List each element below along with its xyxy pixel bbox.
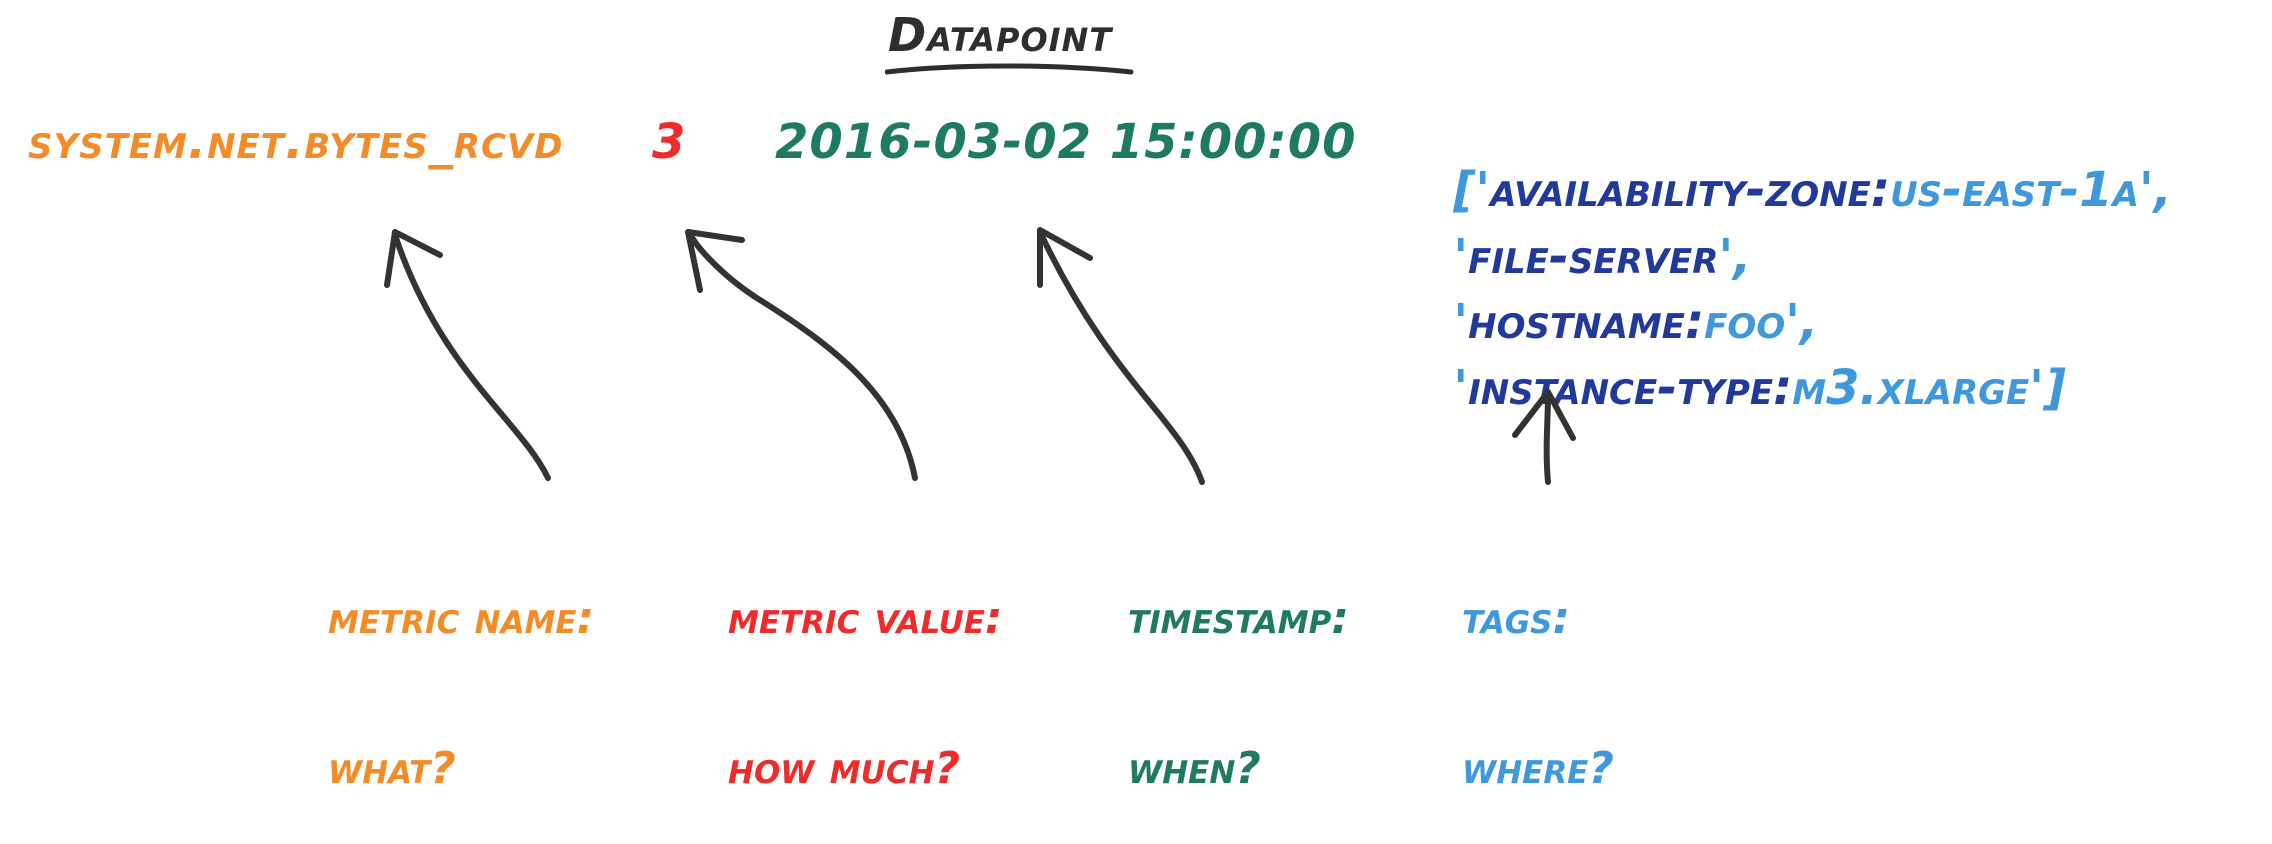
metric-name-caption: metric name: what? <box>328 494 594 844</box>
tag-close: '] <box>2029 360 2066 416</box>
caption-line: metric name: <box>328 593 595 644</box>
tag-key: instance-type: <box>1468 360 1793 416</box>
caption-line: timestamp: <box>1128 593 1349 644</box>
tags-arrow <box>1543 392 1551 485</box>
title-underline <box>885 63 1134 75</box>
page-title: Datapoint <box>888 8 1113 62</box>
metric-name-arrowhead <box>384 229 443 288</box>
timestamp-arrow <box>1037 229 1205 485</box>
tag-key: availability-zone: <box>1490 162 1891 218</box>
timestamp-text: 2016-03-02 15:00:00 <box>775 114 1357 170</box>
tag-value: us-east-1a <box>1890 162 2139 218</box>
caption-line: how much? <box>728 743 961 794</box>
metric-value-arrow <box>687 229 918 481</box>
caption-line: where? <box>1462 743 1614 794</box>
tag-close: ', <box>2138 162 2172 218</box>
metric-name-arrow <box>392 232 551 481</box>
tag-key: hostname: <box>1468 294 1705 350</box>
timestamp-arrowhead <box>1037 227 1093 288</box>
annotation-arrows <box>384 227 1576 485</box>
tag-line: ['availability-zone:us-east-1a', <box>1420 118 2171 214</box>
tag-value: m3.xlarge <box>1792 360 2030 416</box>
tag-line: 'hostname:foo', <box>1420 250 1818 346</box>
tag-close: ', <box>1785 294 1819 350</box>
tag-open: ' <box>1453 229 1469 285</box>
caption-line: what? <box>328 743 456 794</box>
tag-key: file-server <box>1468 229 1719 285</box>
tag-line: 'instance-type:m3.xlarge'] <box>1420 316 2066 412</box>
tag-line: 'file-server', <box>1420 185 1751 281</box>
tag-close: ', <box>1718 229 1752 285</box>
tags-caption: tags: where? <box>1462 494 1614 844</box>
metric-value-text: 3 <box>652 114 687 170</box>
tag-value: foo <box>1704 294 1786 350</box>
metric-value-caption: metric value: how much? <box>728 494 1003 844</box>
timestamp-caption: timestamp: when? <box>1128 494 1349 844</box>
caption-line: tags: <box>1462 593 1571 644</box>
caption-line: when? <box>1128 743 1261 794</box>
caption-line: metric value: <box>728 593 1003 644</box>
tags-arrowhead <box>1512 389 1576 441</box>
metric-name-text: system.net.bytes_rcvd <box>28 114 564 170</box>
tag-open: ' <box>1453 294 1469 350</box>
metric-value-arrowhead <box>685 229 745 293</box>
tag-open: [' <box>1453 162 1491 218</box>
tag-open: ' <box>1453 360 1469 416</box>
